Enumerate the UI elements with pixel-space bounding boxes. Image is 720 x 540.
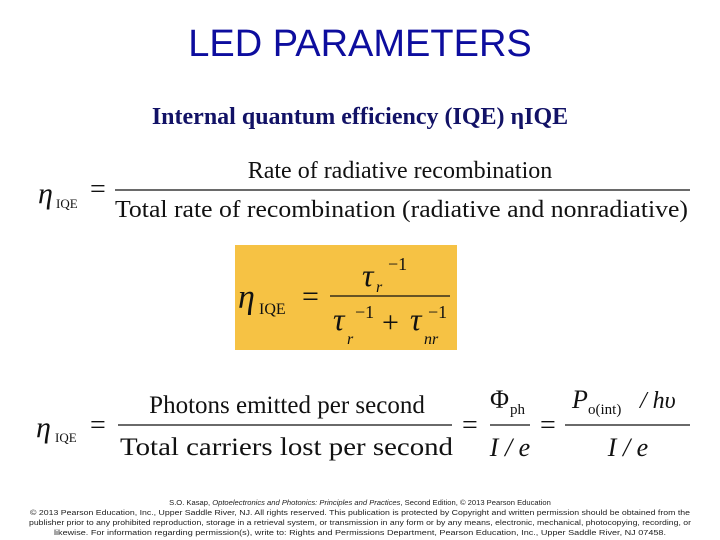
denominator: Total carriers lost per second: [120, 434, 454, 461]
equation-3: η IQE = Photons emitted per second Total…: [36, 385, 690, 462]
eta-sub: IQE: [259, 301, 286, 318]
equals: =: [462, 410, 478, 441]
footer: S.O. Kasap, Optoelectronics and Photonic…: [29, 498, 692, 537]
numerator: Rate of radiative recombination: [248, 158, 553, 184]
tau: τ: [362, 257, 375, 293]
numerator: Photons emitted per second: [149, 392, 425, 419]
inverse: −1: [355, 302, 374, 322]
tau-sub: r: [376, 279, 383, 296]
equals: =: [90, 410, 106, 441]
tau-sub: r: [347, 331, 354, 348]
subtitle-symbol: η: [511, 104, 525, 130]
eta: η: [238, 279, 255, 316]
footer-edition: , Second Edition, © 2013 Pearson Educati…: [400, 498, 550, 507]
slide-title: LED PARAMETERS: [188, 23, 531, 65]
equals: =: [90, 174, 106, 205]
subtitle: Internal quantum efficiency (IQE) ηIQE: [152, 104, 568, 130]
subtitle-symbol-sub: IQE: [524, 104, 568, 130]
equals: =: [540, 410, 556, 441]
footer-line: © 2013 Pearson Education, Inc., Upper Sa…: [30, 508, 690, 517]
footer-line: S.O. Kasap, Optoelectronics and Photonic…: [169, 498, 551, 507]
equation-1: η IQE = Rate of radiative recombination …: [38, 158, 690, 223]
eta-sub: IQE: [56, 196, 78, 211]
footer-line: likewise. For information regarding perm…: [54, 528, 666, 537]
footer-line: publisher prior to any prohibited reprod…: [29, 518, 692, 527]
phi-sub: ph: [510, 402, 526, 418]
eta: η: [38, 177, 53, 210]
footer-book: Optoelectronics and Photonics: Principle…: [212, 498, 400, 507]
tau-sub: nr: [424, 331, 439, 348]
current-over-charge: I / e: [489, 433, 530, 462]
equals: =: [302, 280, 319, 313]
inverse: −1: [388, 254, 407, 274]
tau: τ: [410, 301, 423, 337]
plus: +: [382, 306, 399, 339]
equation-2: η IQE = τ r −1 τ r −1 + τ nr −1: [235, 245, 457, 350]
eta: η: [36, 411, 51, 444]
tau: τ: [333, 301, 346, 337]
phi: Φ: [490, 385, 509, 414]
eta-sub: IQE: [55, 430, 77, 445]
power: P: [571, 385, 588, 414]
subtitle-text: Internal quantum efficiency (IQE): [152, 104, 511, 130]
inverse: −1: [428, 302, 447, 322]
current-over-charge: I / e: [607, 433, 648, 462]
highlight-box: [235, 245, 457, 350]
power-sub: o(int): [588, 402, 621, 418]
denominator: Total rate of recombination (radiative a…: [115, 197, 688, 223]
photon-energy: / hυ: [638, 388, 676, 414]
footer-author: S.O. Kasap,: [169, 498, 212, 507]
